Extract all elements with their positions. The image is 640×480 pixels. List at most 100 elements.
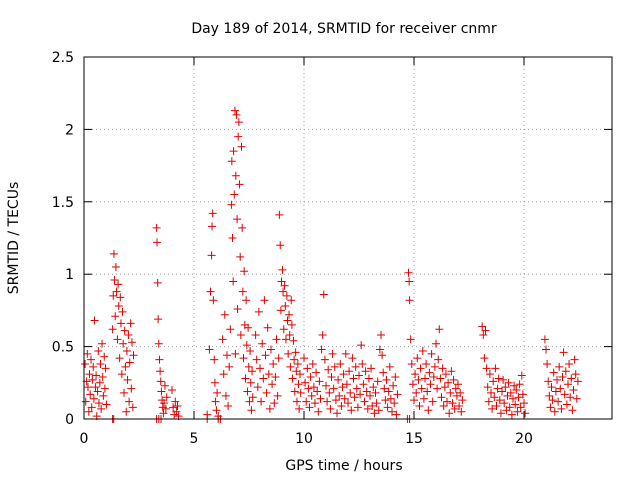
data-point <box>113 335 122 344</box>
data-point <box>493 384 502 393</box>
data-point <box>81 359 90 368</box>
data-point <box>83 349 92 358</box>
data-point <box>441 370 450 379</box>
data-point <box>173 401 182 410</box>
data-point <box>153 278 162 287</box>
data-point <box>448 399 457 408</box>
data-point <box>385 362 394 371</box>
data-point <box>276 306 285 315</box>
data-point <box>349 374 358 383</box>
data-point <box>122 407 131 416</box>
data-point <box>327 373 336 382</box>
data-point <box>127 384 136 393</box>
data-point <box>169 403 178 412</box>
data-point <box>236 331 245 340</box>
data-point <box>415 401 424 410</box>
data-point <box>223 351 231 360</box>
data-point <box>331 396 340 405</box>
y-tick-label: 0.5 <box>52 340 74 356</box>
data-point <box>478 322 487 331</box>
data-point <box>457 407 466 416</box>
data-point <box>568 406 577 415</box>
data-point <box>454 380 462 389</box>
data-point <box>542 345 550 354</box>
data-point <box>221 391 230 400</box>
data-point <box>547 383 556 392</box>
data-point <box>392 410 401 419</box>
data-point <box>407 359 416 368</box>
data-point <box>240 267 249 276</box>
data-point <box>102 400 111 409</box>
data-point <box>351 362 360 371</box>
data-point <box>114 302 123 311</box>
data-point <box>317 345 326 354</box>
data-point <box>422 359 431 368</box>
data-point <box>334 375 343 384</box>
grid-lines <box>84 57 612 419</box>
data-point <box>157 387 166 396</box>
data-point <box>211 397 220 406</box>
data-point <box>413 354 422 363</box>
data-point <box>514 393 523 402</box>
data-point <box>504 378 513 387</box>
data-point <box>344 399 352 408</box>
data-point <box>416 364 425 373</box>
data-point <box>346 388 355 397</box>
data-point <box>456 388 465 397</box>
data-point <box>276 241 285 250</box>
data-point <box>483 383 492 392</box>
data-point <box>129 351 138 360</box>
data-point <box>329 384 338 393</box>
data-point <box>554 397 563 406</box>
data-point <box>229 277 238 286</box>
plot-frame <box>83 56 613 420</box>
data-point <box>287 320 296 329</box>
data-point <box>482 364 491 373</box>
data-point <box>258 339 267 348</box>
data-point <box>239 354 248 363</box>
data-point <box>572 394 581 403</box>
data-point <box>313 387 322 396</box>
data-point <box>315 377 324 386</box>
data-point <box>303 364 312 373</box>
data-point <box>286 362 295 371</box>
data-point <box>218 335 227 344</box>
data-point <box>408 380 417 389</box>
data-point <box>116 319 125 328</box>
data-point <box>246 346 255 355</box>
data-point <box>550 407 559 416</box>
data-point <box>121 362 130 371</box>
data-point <box>110 275 119 284</box>
data-point <box>94 399 103 408</box>
data-point <box>254 307 263 316</box>
data-point <box>484 397 493 406</box>
data-point <box>517 371 526 380</box>
data-point <box>213 388 222 397</box>
data-point <box>323 397 332 406</box>
data-point <box>272 335 281 344</box>
data-point <box>160 381 169 390</box>
chart-title: Day 189 of 2014, SRMTID for receiver cnm… <box>191 21 497 37</box>
data-point <box>388 407 396 416</box>
data-point <box>479 331 488 340</box>
data-point <box>210 378 219 387</box>
data-point <box>275 210 284 219</box>
data-point <box>318 331 327 340</box>
data-point <box>93 387 102 396</box>
data-point <box>340 394 349 403</box>
y-tick-label: 1.5 <box>52 195 74 211</box>
y-tick-label: 2 <box>65 122 74 138</box>
data-point <box>92 371 101 380</box>
data-point <box>172 407 181 416</box>
data-point <box>360 397 369 406</box>
data-point <box>492 401 501 410</box>
data-point <box>564 380 572 389</box>
data-point <box>237 142 246 151</box>
y-tick-label: 1 <box>65 267 74 283</box>
data-point <box>97 404 106 413</box>
data-point <box>335 391 344 400</box>
data-point <box>447 367 456 376</box>
data-point <box>417 384 426 393</box>
data-point <box>455 401 464 410</box>
data-point <box>433 384 442 393</box>
